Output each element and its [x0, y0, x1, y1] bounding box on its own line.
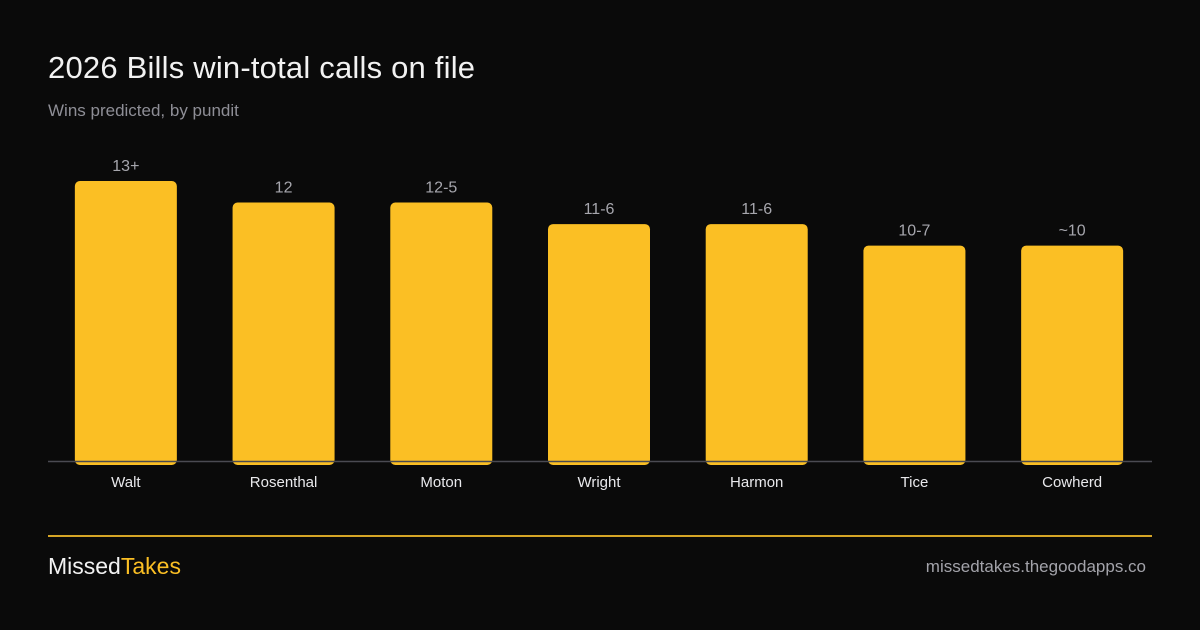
chart-subtitle: Wins predicted, by pundit — [48, 101, 239, 120]
data-label-moton: 12-5 — [425, 180, 457, 197]
brand-name-part2: Takes — [120, 553, 181, 579]
bar-rosenthal — [232, 202, 335, 466]
x-tick-label-moton: Moton — [420, 474, 462, 491]
bar-chart: 13+ Walt 12 Rosenthal 12-5 Moton 11-6 Wright 11-… — [48, 158, 1152, 491]
x-tick-label-harmon: Harmon — [730, 474, 783, 491]
x-tick-label-cowherd: Cowherd — [1042, 474, 1102, 491]
bar-harmon — [705, 224, 808, 465]
brand-name-part1: Missed — [48, 553, 121, 579]
data-label-harmon: 11-6 — [741, 201, 772, 218]
footer-divider — [48, 535, 1152, 537]
x-tick-label-tice: Tice — [901, 474, 929, 491]
data-label-tice: 10-7 — [898, 223, 930, 240]
bar-cowherd — [1021, 245, 1124, 465]
site-url: missedtakes.thegoodapps.co — [925, 557, 1146, 576]
data-label-rosenthal: 12 — [275, 180, 293, 197]
brand-logo: MissedTakes — [48, 553, 181, 580]
data-label-walt: 13+ — [112, 158, 139, 175]
bar-walt — [74, 181, 177, 465]
x-tick-label-rosenthal: Rosenthal — [250, 474, 318, 491]
chart-title: 2026 Bills win-total calls on file — [48, 50, 476, 85]
data-label-wright: 11-6 — [584, 201, 615, 218]
bar-wright — [548, 224, 650, 465]
x-tick-label-wright: Wright — [577, 474, 621, 491]
data-label-cowherd: ~10 — [1059, 223, 1086, 240]
bar-moton — [390, 202, 493, 466]
x-tick-label-walt: Walt — [111, 474, 141, 491]
bar-tice — [863, 245, 966, 465]
